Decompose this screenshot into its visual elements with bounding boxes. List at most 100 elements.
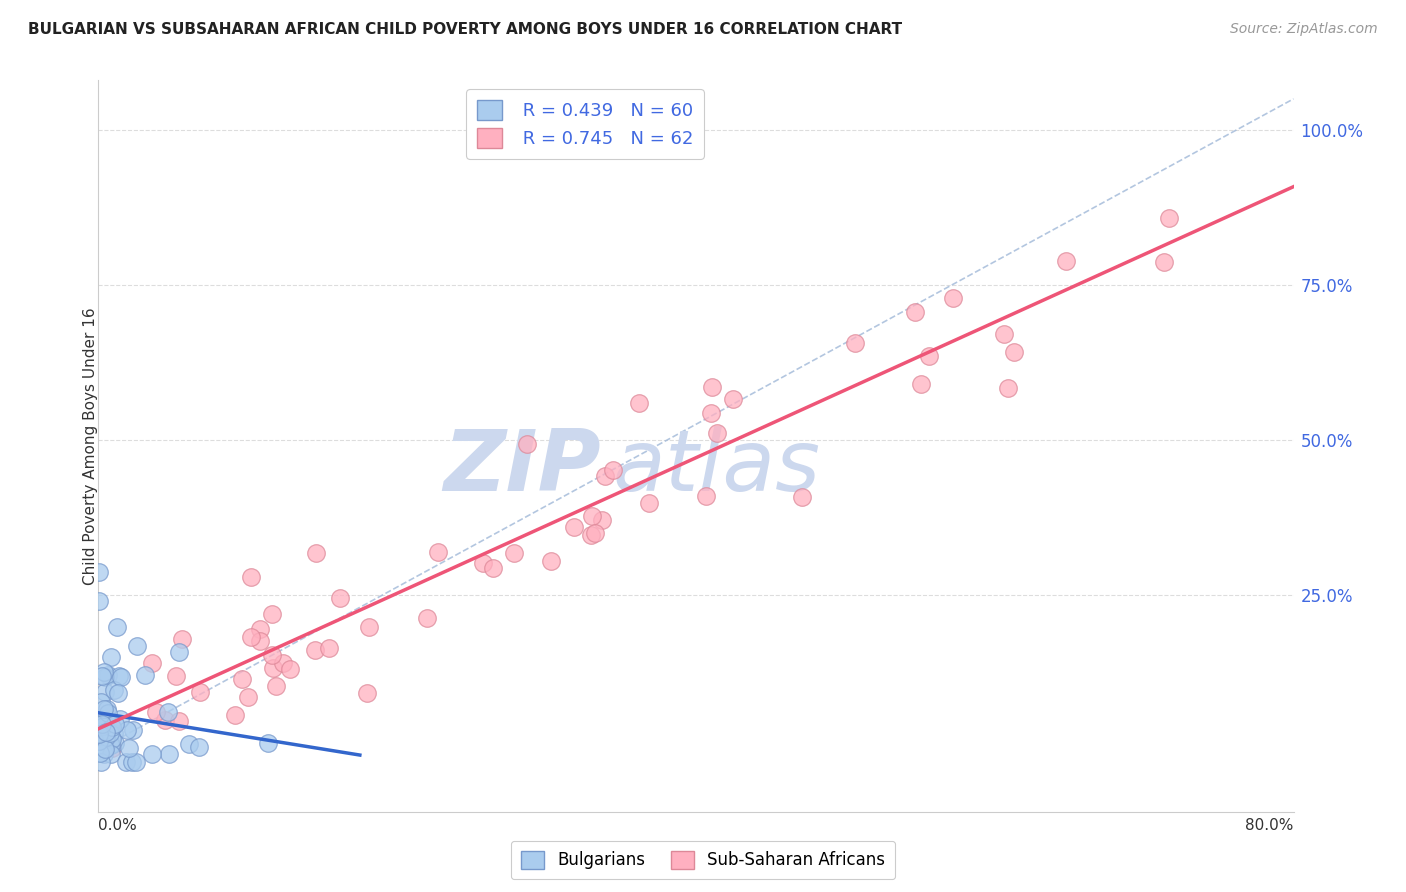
Point xyxy=(997,381,1019,395)
Point xyxy=(93,742,115,756)
Point xyxy=(249,622,271,636)
Point xyxy=(110,670,132,684)
Point xyxy=(167,714,190,729)
Point xyxy=(305,546,328,560)
Point xyxy=(257,736,280,750)
Point xyxy=(721,392,744,407)
Point xyxy=(87,565,110,579)
Point xyxy=(329,591,352,605)
Point xyxy=(96,702,118,716)
Point xyxy=(579,528,602,542)
Point xyxy=(700,380,723,394)
Point xyxy=(93,665,115,680)
Point xyxy=(96,706,118,721)
Point xyxy=(93,702,115,716)
Point xyxy=(105,620,128,634)
Point xyxy=(236,690,259,705)
Point xyxy=(262,648,284,662)
Point xyxy=(110,712,132,726)
Point xyxy=(94,724,117,739)
Point xyxy=(157,747,180,761)
Point xyxy=(91,669,114,683)
Point xyxy=(121,723,143,738)
Point xyxy=(100,740,122,755)
Point xyxy=(1002,344,1025,359)
Legend: Bulgarians, Sub-Saharan Africans: Bulgarians, Sub-Saharan Africans xyxy=(510,840,896,880)
Point xyxy=(240,630,263,644)
Point xyxy=(100,739,122,753)
Point xyxy=(271,656,294,670)
Point xyxy=(1153,255,1175,269)
Point xyxy=(700,406,723,420)
Point xyxy=(249,633,271,648)
Point xyxy=(125,639,148,653)
Point xyxy=(695,489,717,503)
Point xyxy=(844,336,866,351)
Point xyxy=(155,713,177,727)
Point xyxy=(90,714,112,728)
Point xyxy=(427,544,450,558)
Legend:  R = 0.439   N = 60,  R = 0.745   N = 62: R = 0.439 N = 60, R = 0.745 N = 62 xyxy=(465,89,704,159)
Point xyxy=(993,326,1015,341)
Point xyxy=(918,349,941,363)
Point xyxy=(706,426,728,441)
Point xyxy=(93,670,115,684)
Y-axis label: Child Poverty Among Boys Under 16: Child Poverty Among Boys Under 16 xyxy=(83,307,97,585)
Point xyxy=(90,731,112,745)
Point xyxy=(581,509,603,524)
Point xyxy=(591,513,613,527)
Point xyxy=(502,546,524,560)
Point xyxy=(156,705,179,719)
Point xyxy=(357,620,380,634)
Point xyxy=(628,396,651,410)
Point xyxy=(87,723,110,738)
Point xyxy=(103,682,125,697)
Point xyxy=(91,744,114,758)
Point xyxy=(90,695,112,709)
Point xyxy=(585,525,607,540)
Point xyxy=(117,723,139,738)
Point xyxy=(540,554,562,568)
Text: atlas: atlas xyxy=(613,426,820,509)
Point xyxy=(93,719,115,733)
Point xyxy=(87,726,110,740)
Point xyxy=(100,731,122,746)
Point xyxy=(87,734,110,748)
Point xyxy=(114,755,136,769)
Point xyxy=(134,668,156,682)
Point xyxy=(89,733,111,747)
Point xyxy=(516,437,538,451)
Point xyxy=(416,610,439,624)
Point xyxy=(304,643,326,657)
Point xyxy=(562,519,585,533)
Point xyxy=(239,570,262,584)
Point xyxy=(94,685,117,699)
Point xyxy=(103,736,125,750)
Point xyxy=(91,716,114,731)
Point xyxy=(93,723,115,738)
Point xyxy=(904,304,927,318)
Point xyxy=(96,706,118,721)
Point xyxy=(637,496,659,510)
Text: 80.0%: 80.0% xyxy=(1246,818,1294,833)
Text: ZIP: ZIP xyxy=(443,426,600,509)
Point xyxy=(89,747,111,761)
Point xyxy=(125,755,148,769)
Point xyxy=(87,594,110,608)
Point xyxy=(141,747,163,761)
Point xyxy=(169,645,191,659)
Point xyxy=(107,686,129,700)
Point xyxy=(141,656,163,670)
Point xyxy=(318,641,340,656)
Point xyxy=(472,556,495,570)
Point xyxy=(145,706,167,720)
Point xyxy=(910,377,932,392)
Point xyxy=(224,707,246,722)
Point xyxy=(121,755,143,769)
Text: Source: ZipAtlas.com: Source: ZipAtlas.com xyxy=(1230,22,1378,37)
Point xyxy=(98,738,121,752)
Point xyxy=(165,668,187,682)
Text: BULGARIAN VS SUBSAHARAN AFRICAN CHILD POVERTY AMONG BOYS UNDER 16 CORRELATION CH: BULGARIAN VS SUBSAHARAN AFRICAN CHILD PO… xyxy=(28,22,903,37)
Point xyxy=(188,685,211,699)
Point xyxy=(98,725,121,739)
